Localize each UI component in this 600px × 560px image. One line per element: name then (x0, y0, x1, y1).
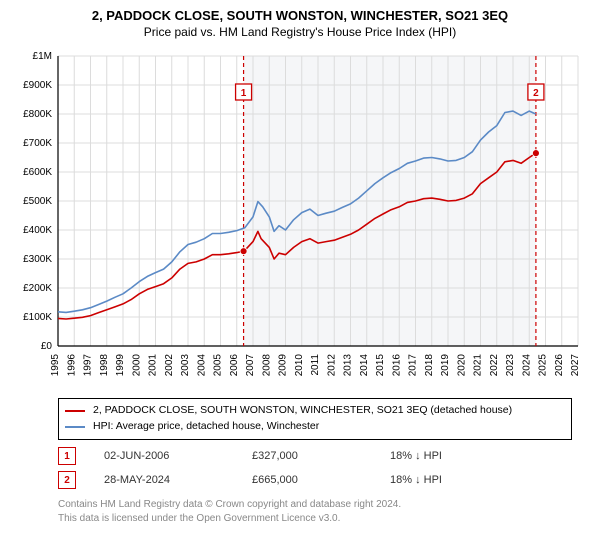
svg-text:£600K: £600K (23, 167, 52, 178)
footer-line1: Contains HM Land Registry data © Crown c… (58, 498, 401, 512)
chart-container: 2, PADDOCK CLOSE, SOUTH WONSTON, WINCHES… (0, 0, 600, 560)
sale-hpi-diff: 18% ↓ HPI (390, 450, 510, 462)
line-chart-svg: £0 £100K £200K £300K £400K £500K £600K £700K £80… (10, 48, 590, 388)
sale-marker-badge: 2 (58, 471, 76, 489)
svg-text:2014: 2014 (359, 354, 370, 377)
svg-text:2016: 2016 (391, 354, 402, 377)
legend: 2, PADDOCK CLOSE, SOUTH WONSTON, WINCHES… (58, 398, 572, 440)
svg-text:2012: 2012 (326, 354, 337, 377)
svg-text:1996: 1996 (66, 354, 77, 377)
svg-text:2003: 2003 (180, 354, 191, 377)
legend-item: 2, PADDOCK CLOSE, SOUTH WONSTON, WINCHES… (65, 403, 565, 419)
svg-text:2017: 2017 (408, 354, 419, 377)
sale-row: 2 28-MAY-2024 £665,000 18% ↓ HPI (58, 468, 510, 492)
svg-text:£900K: £900K (23, 80, 52, 91)
svg-text:2022: 2022 (489, 354, 500, 377)
svg-text:2004: 2004 (196, 354, 207, 377)
svg-text:1995: 1995 (50, 354, 61, 377)
svg-text:2009: 2009 (278, 354, 289, 377)
svg-text:2027: 2027 (570, 354, 581, 377)
sales-table: 1 02-JUN-2006 £327,000 18% ↓ HPI 2 28-MAY-202… (58, 444, 510, 492)
legend-swatch (65, 410, 85, 412)
svg-text:1: 1 (241, 88, 247, 99)
chart-title: 2, PADDOCK CLOSE, SOUTH WONSTON, WINCHES… (0, 0, 600, 23)
svg-text:2015: 2015 (375, 354, 386, 377)
svg-text:2023: 2023 (505, 354, 516, 377)
legend-item: HPI: Average price, detached house, Winc… (65, 419, 565, 435)
svg-text:£500K: £500K (23, 196, 52, 207)
svg-text:2013: 2013 (343, 354, 354, 377)
svg-text:£0: £0 (41, 341, 53, 352)
svg-text:£300K: £300K (23, 254, 52, 265)
svg-text:2011: 2011 (310, 354, 321, 376)
svg-text:2026: 2026 (554, 354, 565, 377)
svg-text:£800K: £800K (23, 109, 52, 120)
legend-label: 2, PADDOCK CLOSE, SOUTH WONSTON, WINCHES… (93, 403, 512, 419)
svg-text:2: 2 (533, 88, 539, 99)
svg-text:2002: 2002 (164, 354, 175, 377)
sale-date: 28-MAY-2024 (104, 474, 224, 486)
legend-swatch (65, 426, 85, 428)
legend-label: HPI: Average price, detached house, Winc… (93, 419, 319, 435)
sale-price: £327,000 (252, 450, 362, 462)
sale-price: £665,000 (252, 474, 362, 486)
svg-text:2019: 2019 (440, 354, 451, 377)
svg-text:£1M: £1M (33, 51, 52, 62)
svg-text:2010: 2010 (294, 354, 305, 377)
svg-text:2005: 2005 (213, 354, 224, 377)
sale-marker-badge: 1 (58, 447, 76, 465)
svg-text:1998: 1998 (99, 354, 110, 377)
sale-row: 1 02-JUN-2006 £327,000 18% ↓ HPI (58, 444, 510, 468)
sale-hpi-diff: 18% ↓ HPI (390, 474, 510, 486)
sale-date: 02-JUN-2006 (104, 450, 224, 462)
svg-text:£100K: £100K (23, 312, 52, 323)
svg-text:£400K: £400K (23, 225, 52, 236)
footer-line2: This data is licensed under the Open Gov… (58, 512, 401, 526)
svg-text:2021: 2021 (473, 354, 484, 377)
svg-text:2025: 2025 (538, 354, 549, 377)
svg-text:2000: 2000 (131, 354, 142, 377)
svg-text:1997: 1997 (83, 354, 94, 377)
svg-text:2020: 2020 (456, 354, 467, 377)
chart-plot: £0 £100K £200K £300K £400K £500K £600K £700K £80… (10, 48, 590, 388)
svg-text:2018: 2018 (424, 354, 435, 377)
svg-text:£700K: £700K (23, 138, 52, 149)
svg-text:£200K: £200K (23, 283, 52, 294)
svg-text:1999: 1999 (115, 354, 126, 377)
svg-text:2001: 2001 (148, 354, 159, 377)
chart-subtitle: Price paid vs. HM Land Registry's House … (0, 23, 600, 39)
svg-text:2024: 2024 (521, 354, 532, 377)
svg-text:2007: 2007 (245, 354, 256, 377)
svg-text:2006: 2006 (229, 354, 240, 377)
svg-text:2008: 2008 (261, 354, 272, 377)
footer-licence: Contains HM Land Registry data © Crown c… (58, 498, 401, 525)
